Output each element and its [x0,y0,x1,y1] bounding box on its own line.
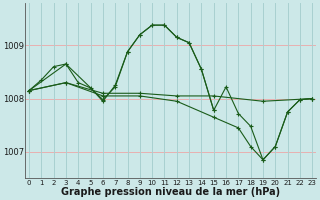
X-axis label: Graphe pression niveau de la mer (hPa): Graphe pression niveau de la mer (hPa) [61,187,280,197]
